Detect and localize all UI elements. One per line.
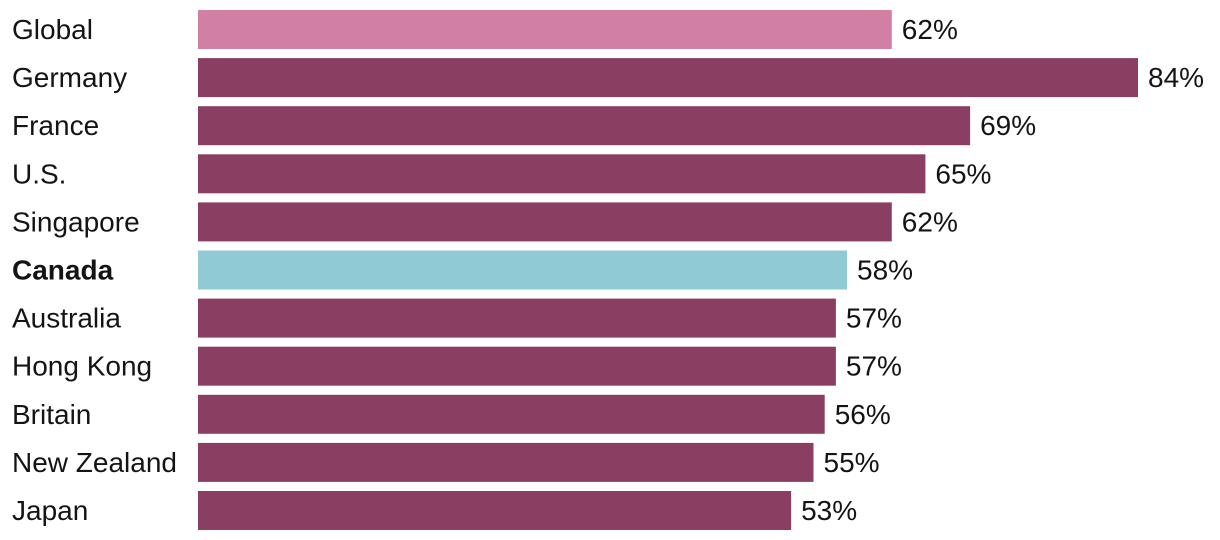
- bar-britain: [198, 394, 825, 434]
- value-label-new-zealand: 55%: [824, 447, 880, 478]
- value-label-canada: 58%: [857, 255, 913, 286]
- value-label-france: 69%: [980, 110, 1036, 141]
- category-label-australia: Australia: [12, 303, 121, 334]
- category-label-canada: Canada: [12, 255, 114, 286]
- value-labels: 62% 84% 69% 65% 62% 58% 57% 57% 56% 55% 53%: [801, 14, 1204, 526]
- category-label-germany: Germany: [12, 62, 127, 93]
- category-label-new-zealand: New Zealand: [12, 447, 177, 478]
- value-label-britain: 56%: [835, 399, 891, 430]
- value-label-germany: 84%: [1148, 62, 1204, 93]
- bar-australia: [198, 298, 836, 338]
- category-label-japan: Japan: [12, 495, 88, 526]
- bar-france: [198, 106, 971, 146]
- category-label-global: Global: [12, 14, 93, 45]
- bar-singapore: [198, 202, 892, 242]
- category-label-france: France: [12, 110, 99, 141]
- value-label-australia: 57%: [846, 303, 902, 334]
- category-label-hong-kong: Hong Kong: [12, 351, 152, 382]
- value-label-japan: 53%: [801, 495, 857, 526]
- bar-canada: [198, 250, 847, 290]
- bar-u-s: [198, 154, 926, 194]
- value-label-global: 62%: [902, 14, 958, 45]
- bars-group: [198, 10, 1138, 530]
- value-label-hong-kong: 57%: [846, 351, 902, 382]
- category-label-singapore: Singapore: [12, 206, 140, 237]
- bar-hong-kong: [198, 346, 836, 386]
- bar-japan: [198, 491, 792, 530]
- bar-new-zealand: [198, 442, 814, 482]
- value-label-singapore: 62%: [902, 206, 958, 237]
- bar-global: [198, 10, 892, 49]
- category-label-u-s: U.S.: [12, 158, 66, 189]
- category-labels: Global Germany France U.S. Singapore Canada Au…: [12, 14, 177, 526]
- category-label-britain: Britain: [12, 399, 91, 430]
- bar-germany: [198, 58, 1138, 98]
- value-label-u-s: 65%: [935, 158, 991, 189]
